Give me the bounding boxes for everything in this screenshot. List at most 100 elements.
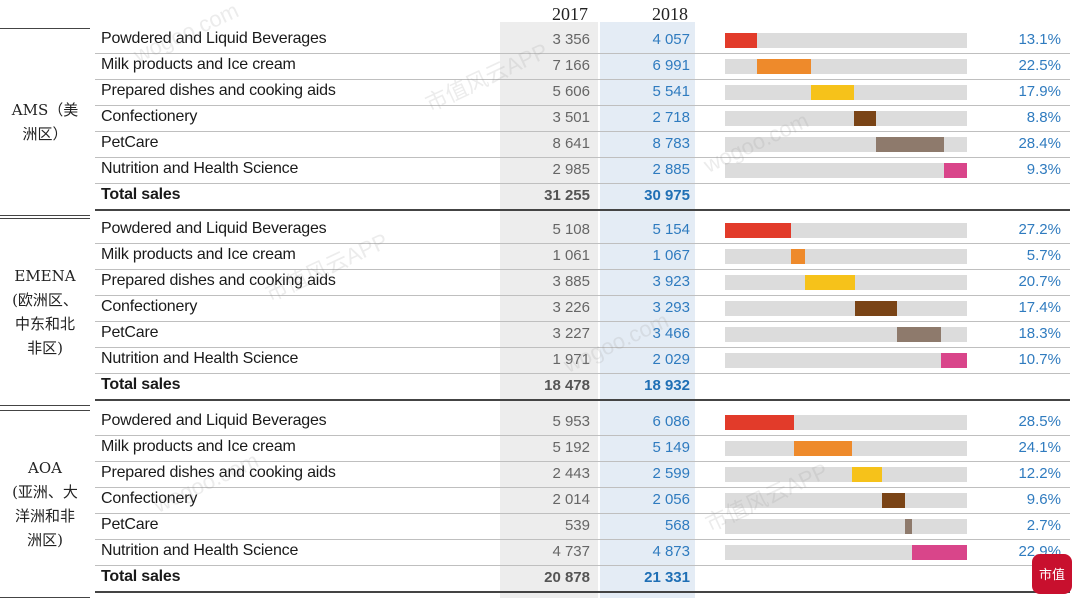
category-label: Powdered and Liquid Beverages <box>101 30 327 47</box>
category-label: Prepared dishes and cooking aids <box>101 272 336 289</box>
sales-2018: 2 718 <box>652 109 690 126</box>
share-bar-segment <box>875 137 945 152</box>
category-label: PetCare <box>101 324 159 341</box>
share-bar-segment <box>725 415 794 430</box>
sales-2017: 4 737 <box>552 543 590 560</box>
share-bar-track <box>725 301 967 316</box>
share-percent: 22.5% <box>1018 57 1061 74</box>
total-row: Total sales 18 478 18 932 <box>95 374 1070 401</box>
share-bar-track <box>725 327 967 342</box>
sales-2018: 2 029 <box>652 351 690 368</box>
total-2017: 31 255 <box>544 187 590 204</box>
total-2018: 18 932 <box>644 377 690 394</box>
sales-2017: 539 <box>564 517 590 534</box>
share-bar-track <box>725 353 967 368</box>
sales-2018: 3 923 <box>652 273 690 290</box>
share-percent: 28.4% <box>1018 135 1061 152</box>
category-label: Nutrition and Health Science <box>101 542 299 559</box>
category-label: Powdered and Liquid Beverages <box>101 220 327 237</box>
total-2017: 20 878 <box>544 569 590 586</box>
column-2017-background <box>500 22 598 598</box>
table-row: PetCare 8 641 8 783 28.4% <box>95 132 1070 158</box>
total-label: Total sales <box>101 186 181 203</box>
share-bar-segment <box>790 249 805 264</box>
sales-2017: 5 108 <box>552 221 590 238</box>
sales-2018: 6 086 <box>652 413 690 430</box>
share-percent: 18.3% <box>1018 325 1061 342</box>
table-row: Confectionery 3 501 2 718 8.8% <box>95 106 1070 132</box>
table-row: Milk products and Ice cream 5 192 5 149 24.… <box>95 436 1070 462</box>
sales-2018: 4 057 <box>652 31 690 48</box>
share-bar-track <box>725 33 967 48</box>
share-bar-segment <box>881 493 906 508</box>
share-bar-segment <box>854 111 876 126</box>
share-bar-segment <box>944 163 967 178</box>
share-bar-track <box>725 545 967 560</box>
share-bar-segment <box>911 545 967 560</box>
share-percent: 17.4% <box>1018 299 1061 316</box>
sales-2018: 6 991 <box>652 57 690 74</box>
category-label: Prepared dishes and cooking aids <box>101 82 336 99</box>
sales-2018: 5 149 <box>652 439 690 456</box>
column-2018-background <box>600 22 695 598</box>
share-percent: 24.1% <box>1018 439 1061 456</box>
share-percent: 5.7% <box>1026 247 1061 264</box>
total-label: Total sales <box>101 376 181 393</box>
table-row: Powdered and Liquid Beverages 3 356 4 057 1… <box>95 28 1070 54</box>
share-bar-segment <box>793 441 853 456</box>
share-bar-segment <box>941 353 967 368</box>
table-row: Prepared dishes and cooking aids 5 606 5 5… <box>95 80 1070 106</box>
share-bar-track <box>725 493 967 508</box>
share-bar-track <box>725 249 967 264</box>
total-2018: 30 975 <box>644 187 690 204</box>
sales-2017: 8 641 <box>552 135 590 152</box>
total-2017: 18 478 <box>544 377 590 394</box>
share-bar-track <box>725 467 967 482</box>
sales-2018: 8 783 <box>652 135 690 152</box>
sales-2017: 7 166 <box>552 57 590 74</box>
table-row: Confectionery 3 226 3 293 17.4% <box>95 296 1070 322</box>
category-label: Confectionery <box>101 490 198 507</box>
total-label: Total sales <box>101 568 181 585</box>
share-percent: 28.5% <box>1018 413 1061 430</box>
share-bar-segment <box>725 33 757 48</box>
sales-2017: 2 014 <box>552 491 590 508</box>
sales-2018: 4 873 <box>652 543 690 560</box>
share-bar-track <box>725 441 967 456</box>
share-percent: 9.3% <box>1026 161 1061 178</box>
table-row: Milk products and Ice cream 7 166 6 991 22.… <box>95 54 1070 80</box>
share-percent: 12.2% <box>1018 465 1061 482</box>
table-row: Confectionery 2 014 2 056 9.6% <box>95 488 1070 514</box>
sales-2018: 1 067 <box>652 247 690 264</box>
share-bar-segment <box>896 327 942 342</box>
table-row: Nutrition and Health Science 1 971 2 029 10… <box>95 348 1070 374</box>
share-percent: 13.1% <box>1018 31 1061 48</box>
sales-2018: 2 885 <box>652 161 690 178</box>
category-label: Milk products and Ice cream <box>101 438 296 455</box>
share-bar-track <box>725 85 967 100</box>
share-percent: 27.2% <box>1018 221 1061 238</box>
category-label: Powdered and Liquid Beverages <box>101 412 327 429</box>
category-label: Prepared dishes and cooking aids <box>101 464 336 481</box>
sales-2017: 2 443 <box>552 465 590 482</box>
share-bar-track <box>725 223 967 238</box>
table-row: PetCare 539 568 2.7% <box>95 514 1070 540</box>
category-label: Confectionery <box>101 108 198 125</box>
sales-2017: 3 226 <box>552 299 590 316</box>
table-row: Powdered and Liquid Beverages 5 953 6 086 2… <box>95 410 1070 436</box>
share-percent: 10.7% <box>1018 351 1061 368</box>
share-bar-segment <box>811 85 855 100</box>
sales-2017: 3 356 <box>552 31 590 48</box>
sales-2017: 3 227 <box>552 325 590 342</box>
share-bar-segment <box>725 223 791 238</box>
share-bar-track <box>725 163 967 178</box>
year-header-2017: 2017 <box>552 4 588 24</box>
sales-2018: 3 466 <box>652 325 690 342</box>
category-label: Nutrition and Health Science <box>101 350 299 367</box>
sales-2018: 2 599 <box>652 465 690 482</box>
share-percent: 2.7% <box>1026 517 1061 534</box>
year-header-2018: 2018 <box>652 4 688 24</box>
sales-2018: 5 154 <box>652 221 690 238</box>
total-row: Total sales 20 878 21 331 <box>95 566 1070 593</box>
sales-2017: 2 985 <box>552 161 590 178</box>
